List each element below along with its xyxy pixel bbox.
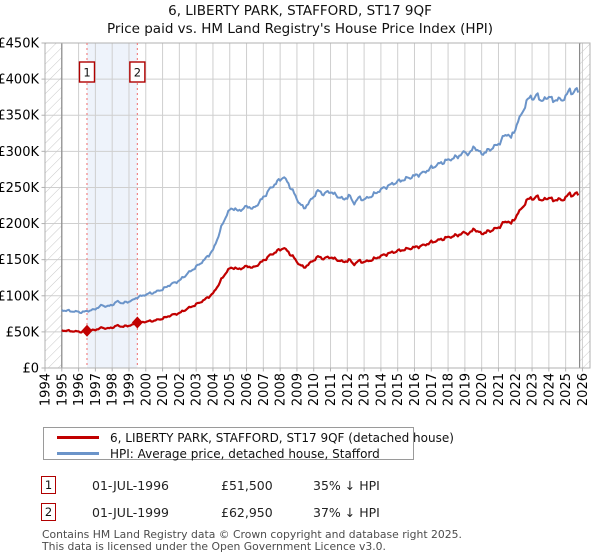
plot-border bbox=[44, 42, 591, 369]
page-subtitle: Price paid vs. HM Land Registry's House … bbox=[107, 21, 493, 37]
legend-row-property: 6, LIBERTY PARK, STAFFORD, ST17 9QF (det… bbox=[44, 430, 454, 445]
x-axis-tick-label: 2016 bbox=[408, 373, 423, 406]
x-axis-tick-label: 2026 bbox=[576, 373, 591, 406]
sale-number-box bbox=[129, 61, 146, 83]
y-axis-tick-label: £50K bbox=[6, 325, 40, 340]
legend-label-hpi: HPI: Average price, detached house, Staf… bbox=[110, 447, 380, 461]
x-axis-tick-label: 2000 bbox=[139, 373, 154, 406]
x-axis-tick-label: 2002 bbox=[173, 373, 188, 406]
page-title: 6, LIBERTY PARK, STAFFORD, ST17 9QF bbox=[168, 3, 432, 19]
sale-number-box bbox=[78, 61, 96, 83]
sale-marker-diamond bbox=[81, 324, 93, 337]
sale-2-price: £62,950 bbox=[221, 505, 273, 520]
x-axis-tick-label: 2025 bbox=[559, 373, 574, 406]
property-price-line bbox=[61, 191, 580, 334]
sale-2-hpi-diff: 37% ↓ HPI bbox=[313, 505, 380, 520]
x-axis-tick-label: 2003 bbox=[190, 373, 205, 406]
sale-number-box-label: 2 bbox=[134, 66, 141, 80]
x-axis-tick-label: 2007 bbox=[257, 373, 272, 406]
sale-row-1: 1 01-JUL-1996 £51,500 35% ↓ HPI bbox=[0, 476, 600, 496]
hpi-line-swatch bbox=[57, 452, 99, 455]
x-axis-tick-label: 2014 bbox=[374, 373, 389, 406]
x-axis-tick-label: 2013 bbox=[358, 373, 373, 406]
sale-1-date: 01-JUL-1996 bbox=[92, 478, 170, 493]
y-axis-tick-label: £100K bbox=[0, 289, 39, 304]
sale-2-date: 01-JUL-1999 bbox=[92, 505, 170, 520]
y-axis-tick-label: £0 bbox=[22, 362, 39, 377]
x-axis-tick-label: 1997 bbox=[89, 373, 104, 406]
hpi-line bbox=[61, 87, 580, 314]
no-data-hatched-band bbox=[579, 43, 590, 368]
legend-label-property: 6, LIBERTY PARK, STAFFORD, ST17 9QF (det… bbox=[110, 430, 454, 445]
y-axis-tick-label: £200K bbox=[0, 217, 39, 232]
x-axis-tick-label: 2010 bbox=[307, 373, 322, 406]
sale-1-hpi-diff: 35% ↓ HPI bbox=[313, 478, 380, 493]
y-axis-tick-label: £350K bbox=[0, 109, 39, 124]
x-axis-tick-label: 1995 bbox=[55, 373, 70, 406]
x-axis-tick-label: 2012 bbox=[341, 373, 356, 406]
sale-marker-diamond bbox=[131, 316, 143, 329]
y-axis-tick-label: £400K bbox=[0, 73, 39, 88]
chart-legend: 6, LIBERTY PARK, STAFFORD, ST17 9QF (det… bbox=[43, 427, 454, 461]
x-axis-tick-label: 1999 bbox=[122, 373, 137, 406]
x-axis-tick-label: 2011 bbox=[324, 373, 339, 406]
x-axis-tick-label: 2001 bbox=[156, 373, 171, 406]
footer-line-1: Contains HM Land Registry data © Crown c… bbox=[42, 528, 462, 541]
x-axis-tick-label: 2004 bbox=[206, 373, 221, 406]
x-axis-tick-label: 2021 bbox=[492, 373, 507, 406]
x-axis-tick-label: 2017 bbox=[425, 373, 440, 406]
x-axis-tick-label: 2008 bbox=[274, 373, 289, 406]
x-axis-tick-label: 1994 bbox=[39, 373, 54, 406]
x-axis-tick-label: 1998 bbox=[106, 373, 121, 406]
sale-1-price: £51,500 bbox=[221, 478, 273, 493]
x-axis-tick-label: 2006 bbox=[240, 373, 255, 406]
x-axis-tick-label: 2005 bbox=[223, 373, 238, 406]
x-axis-tick-label: 2019 bbox=[458, 373, 473, 406]
y-axis-tick-label: £300K bbox=[0, 145, 39, 160]
legend-row-hpi: HPI: Average price, detached house, Staf… bbox=[44, 446, 413, 461]
license-footer: Contains HM Land Registry data © Crown c… bbox=[42, 529, 462, 552]
x-axis-tick-label: 2015 bbox=[391, 373, 406, 406]
property-line-swatch bbox=[57, 435, 99, 439]
x-axis-tick-label: 1996 bbox=[72, 373, 87, 406]
sale-2-number-badge: 2 bbox=[41, 503, 56, 521]
y-axis-tick-label: £450K bbox=[0, 37, 39, 52]
sale-number-box-label: 1 bbox=[83, 66, 90, 80]
footer-line-2: This data is licensed under the Open Gov… bbox=[42, 539, 386, 553]
sale-1-number-badge: 1 bbox=[41, 476, 56, 494]
x-axis-tick-label: 2022 bbox=[509, 373, 524, 406]
no-data-hatched-band bbox=[45, 43, 62, 368]
x-axis-tick-label: 2018 bbox=[442, 373, 457, 406]
x-axis-tick-label: 2023 bbox=[526, 373, 541, 406]
x-axis-tick-label: 2020 bbox=[475, 373, 490, 406]
y-axis-tick-label: £250K bbox=[0, 181, 39, 196]
y-axis-tick-label: £150K bbox=[0, 253, 39, 268]
sale-row-2: 2 01-JUL-1999 £62,950 37% ↓ HPI bbox=[0, 503, 600, 523]
x-axis-tick-label: 2009 bbox=[290, 373, 305, 406]
x-axis-tick-label: 2024 bbox=[542, 373, 557, 406]
price-history-chart: 1 2 £0 £50K £100K £150K £200K £250K £300K £350K £4… bbox=[0, 37, 591, 407]
